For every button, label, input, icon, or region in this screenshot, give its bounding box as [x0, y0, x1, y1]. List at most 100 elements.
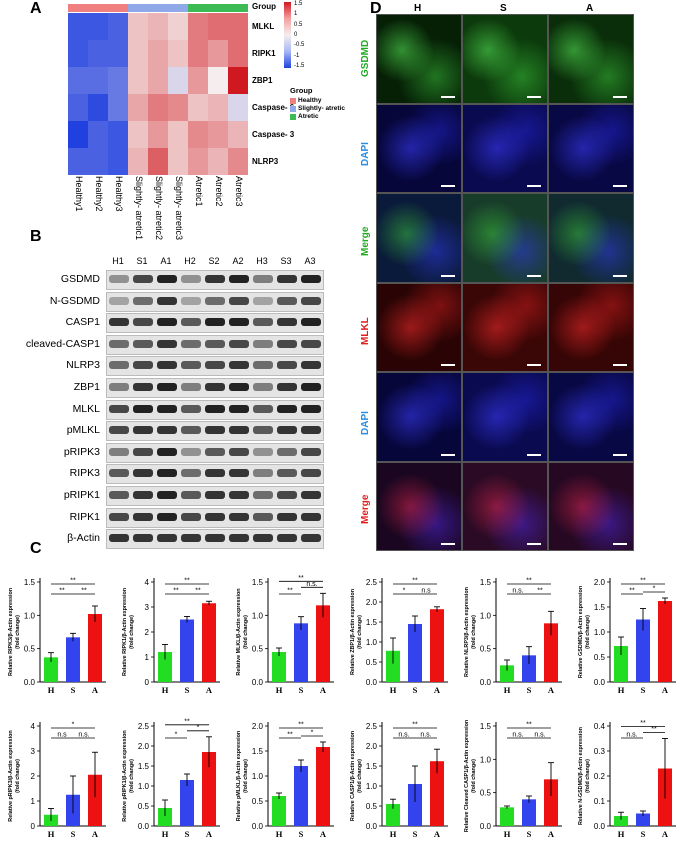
heatmap-cell — [148, 13, 168, 40]
scale-bar — [613, 95, 627, 98]
heatmap-cell — [228, 121, 248, 148]
western-band — [301, 469, 321, 478]
western-band-strip — [106, 356, 324, 377]
lane-label: A1 — [160, 256, 172, 266]
chart-ylabel: Relative pRIPK1/β-Actin expression — [122, 730, 128, 821]
chart-ytick-label: 1.5 — [252, 747, 264, 756]
western-band — [133, 404, 153, 413]
heatmap-cell — [88, 67, 108, 94]
western-band — [205, 318, 225, 327]
chart-bar — [500, 665, 514, 682]
chart-ylabel: Relative GSDMD/β-Actin expression — [578, 586, 584, 678]
scale-bar — [441, 453, 455, 456]
scale-bar — [527, 185, 541, 187]
western-band — [109, 339, 129, 348]
western-band — [229, 404, 249, 413]
chart-bar — [658, 601, 672, 682]
chart-ytick-label: 1 — [145, 653, 150, 662]
chart-significance-label: n.s. — [306, 581, 317, 588]
fluorescence-row-label: Merge — [360, 494, 371, 525]
western-band — [253, 361, 273, 370]
lane-label: S2 — [208, 256, 220, 266]
chart-category-label: H — [390, 685, 397, 695]
western-protein-label: ZBP1 — [73, 381, 100, 393]
western-band — [157, 361, 177, 370]
chart-bar — [88, 774, 102, 826]
heatmap-cell — [188, 67, 208, 94]
heatmap-cell — [108, 40, 128, 67]
chart-ytick-label: 2 — [31, 772, 36, 781]
western-band — [277, 447, 297, 456]
chart-category-label: S — [71, 829, 76, 839]
chart-bar — [386, 650, 400, 682]
chart-category-label: H — [390, 829, 397, 839]
western-band-strip — [106, 334, 324, 355]
chart-ytick-label: 2.5 — [138, 722, 150, 731]
chart-ylabel-unit: (fold change) — [357, 615, 363, 649]
western-protein-label: N-GSDMD — [49, 294, 100, 307]
fluorescence-column-label: S — [500, 3, 507, 14]
chart-ytick-label: 0.0 — [594, 678, 606, 687]
chart-bar — [408, 784, 422, 826]
western-band — [181, 275, 201, 283]
western-band — [229, 339, 249, 348]
chart-bar — [158, 808, 172, 826]
heatmap-cell — [188, 40, 208, 67]
western-band — [157, 447, 177, 456]
chart-ylabel: Relative pRIPK3/β-Actin expression — [8, 730, 14, 821]
western-band — [181, 491, 201, 499]
western-band — [133, 491, 153, 499]
chart-category-label: A — [548, 829, 555, 839]
chart-category-label: H — [504, 685, 511, 695]
western-band — [157, 491, 177, 499]
heatmap-cell — [208, 40, 228, 67]
western-band-strip — [106, 442, 324, 463]
chart-category-label: S — [299, 685, 304, 695]
western-band — [181, 296, 201, 305]
lane-label: A2 — [232, 256, 244, 266]
chart-significance-label: ** — [526, 722, 532, 729]
chart-significance-label: ** — [298, 722, 304, 729]
western-band — [301, 275, 321, 283]
chart-ytick-label: 1.0 — [252, 611, 264, 620]
fluorescence-image — [548, 193, 634, 283]
heatmap — [68, 4, 248, 175]
heatmap-group-header: Group — [252, 2, 276, 11]
panel-letter-a: A — [30, 0, 42, 17]
western-band — [277, 534, 297, 543]
western-band — [205, 361, 225, 370]
western-band — [157, 534, 177, 543]
chart-significance-label: * — [311, 730, 314, 737]
chart-ytick-label: 1.0 — [252, 772, 264, 781]
scale-bar — [441, 274, 455, 277]
chart-ytick-label: 0.0 — [24, 678, 36, 687]
chart-ytick-label: 1.5 — [24, 578, 36, 587]
chart-ytick-label: 0.0 — [252, 678, 264, 687]
western-band — [301, 383, 321, 391]
bar-chart: Relative RIPK3/β-Actin expression (fold c… — [8, 578, 106, 695]
chart-category-label: H — [162, 685, 169, 695]
western-band — [253, 404, 273, 413]
chart-bar — [202, 603, 216, 682]
panel-letter-c: C — [30, 540, 42, 557]
chart-category-label: S — [527, 829, 532, 839]
heatmap-cell — [148, 67, 168, 94]
western-band — [205, 491, 225, 499]
western-band — [157, 512, 177, 521]
fluorescence-image — [376, 372, 462, 462]
chart-category-label: S — [641, 829, 646, 839]
chart-significance-label: * — [72, 722, 75, 729]
chart-ytick-label: 0.5 — [366, 802, 378, 811]
heatmap-cell — [168, 94, 188, 121]
western-band — [157, 383, 177, 391]
chart-ylabel: Relative Cleaved CASP1/β-Actin expressio… — [464, 720, 470, 832]
heatmap-cell — [228, 40, 248, 67]
western-band — [229, 296, 249, 305]
western-band-strip — [106, 421, 324, 442]
heatmap-group-segment — [128, 4, 188, 12]
chart-ytick-label: 0.5 — [366, 658, 378, 667]
western-band-strip — [106, 529, 324, 550]
chart-ylabel-unit: (fold change) — [243, 759, 249, 793]
western-band — [253, 426, 273, 435]
legend-label: Slightly- atretic — [298, 105, 345, 112]
